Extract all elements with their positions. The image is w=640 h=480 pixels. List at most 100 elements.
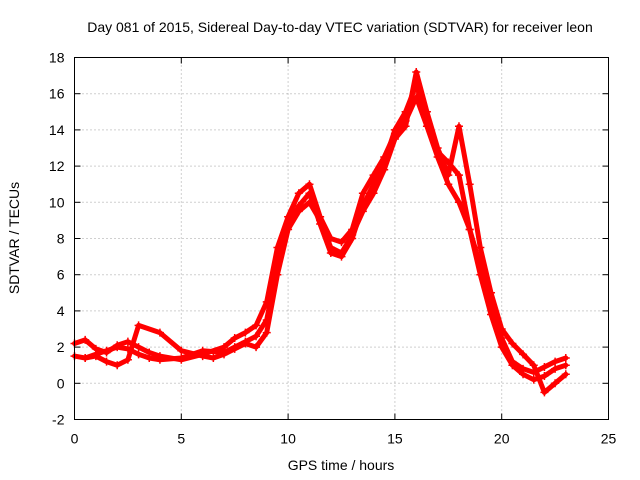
data-point <box>220 350 229 359</box>
data-point <box>337 248 346 257</box>
series-track-2 <box>70 80 570 384</box>
data-point <box>123 337 132 346</box>
data-point <box>358 189 367 198</box>
data-point <box>476 243 485 252</box>
data-point <box>316 216 325 225</box>
data-point <box>465 225 474 234</box>
data-point <box>508 361 517 370</box>
data-point <box>177 353 186 362</box>
y-tick-labels: -2 0 2 4 6 8 10 12 14 16 18 <box>49 50 65 428</box>
data-point <box>454 198 463 207</box>
data-point <box>422 107 431 116</box>
data-point <box>155 328 164 337</box>
data-point <box>134 350 143 359</box>
data-point <box>134 321 143 330</box>
data-point <box>444 171 453 180</box>
data-point <box>155 355 164 364</box>
data-point <box>561 361 570 370</box>
data-point <box>412 67 421 76</box>
data-point <box>540 363 549 372</box>
x-tick-label: 5 <box>177 431 185 447</box>
y-tick-label: 18 <box>49 50 65 66</box>
data-point <box>230 344 239 353</box>
data-point <box>497 325 506 333</box>
x-tick-label: 10 <box>280 431 296 447</box>
data-point <box>519 370 528 379</box>
data-point <box>551 379 560 388</box>
data-point <box>91 352 100 361</box>
data-point <box>497 343 506 352</box>
y-tick-label: 12 <box>49 158 65 174</box>
data-point <box>390 125 399 134</box>
series-track-1 <box>70 93 570 377</box>
y-axis-label: SDTVAR / TECUs <box>6 182 22 294</box>
data-point <box>252 332 261 341</box>
data-point <box>81 353 90 362</box>
data-point <box>348 230 357 239</box>
data-point <box>134 343 143 352</box>
y-tick-label: -2 <box>52 412 65 428</box>
y-tick-label: 4 <box>57 303 65 319</box>
data-point <box>305 198 314 207</box>
series-line <box>82 69 569 395</box>
x-tick-label: 15 <box>387 431 403 447</box>
x-tick-label: 25 <box>601 431 617 447</box>
x-tick-label: 20 <box>494 431 510 447</box>
data-point <box>177 346 186 355</box>
data-point <box>252 321 261 330</box>
data-point <box>284 225 293 234</box>
data-point <box>123 355 132 364</box>
data-point <box>561 353 570 362</box>
y-tick-label: 2 <box>57 339 65 355</box>
data-point <box>540 372 549 381</box>
data-point <box>294 207 303 216</box>
data-point <box>454 122 463 131</box>
data-point <box>294 189 303 198</box>
data-point <box>487 310 496 319</box>
y-tick-label: 10 <box>49 194 65 210</box>
data-point <box>433 144 442 152</box>
data-point <box>326 243 335 252</box>
data-point <box>465 180 474 189</box>
data-point <box>337 238 346 247</box>
data-point <box>262 328 271 337</box>
data-point <box>540 388 549 397</box>
data-point <box>252 343 261 352</box>
y-tick-label: 0 <box>57 375 65 391</box>
data-point <box>487 288 496 297</box>
y-tick-label: 14 <box>49 122 65 138</box>
data-series <box>70 67 570 397</box>
data-point <box>444 180 453 189</box>
data-point <box>81 335 90 344</box>
data-point <box>102 346 111 355</box>
data-point <box>369 189 378 198</box>
series-line <box>72 82 569 383</box>
data-point <box>145 353 154 362</box>
data-point <box>551 357 560 366</box>
data-point <box>358 207 367 216</box>
x-axis-label: GPS time / hours <box>288 457 395 473</box>
data-point <box>305 189 314 198</box>
data-point <box>241 339 250 348</box>
y-tick-label: 6 <box>57 267 65 283</box>
y-tick-label: 8 <box>57 231 65 247</box>
data-point <box>209 353 218 362</box>
data-point <box>519 350 528 359</box>
data-point <box>102 357 111 366</box>
data-point <box>390 134 399 143</box>
data-point <box>551 364 560 373</box>
series-track-3 <box>81 67 570 397</box>
chart-title: Day 081 of 2015, Sidereal Day-to-day VTE… <box>87 19 593 35</box>
data-point <box>273 270 282 279</box>
plot-frame <box>74 57 609 420</box>
data-point <box>401 122 410 131</box>
data-point <box>305 180 314 189</box>
data-point <box>380 165 389 174</box>
data-point <box>508 339 517 348</box>
data-point <box>113 361 122 370</box>
data-point <box>230 334 239 343</box>
data-point <box>241 328 250 337</box>
data-point <box>476 270 485 279</box>
data-point <box>561 370 570 379</box>
